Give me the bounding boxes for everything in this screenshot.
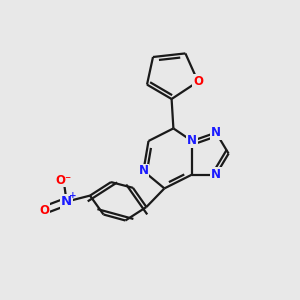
Text: O⁻: O⁻ bbox=[56, 173, 72, 187]
Text: N: N bbox=[211, 126, 221, 139]
Text: +: + bbox=[69, 190, 77, 200]
Text: N: N bbox=[61, 195, 72, 208]
Text: N: N bbox=[211, 168, 221, 181]
Text: N: N bbox=[187, 134, 197, 148]
Text: O: O bbox=[193, 75, 203, 88]
Text: O: O bbox=[39, 203, 50, 217]
Text: N: N bbox=[138, 164, 148, 178]
